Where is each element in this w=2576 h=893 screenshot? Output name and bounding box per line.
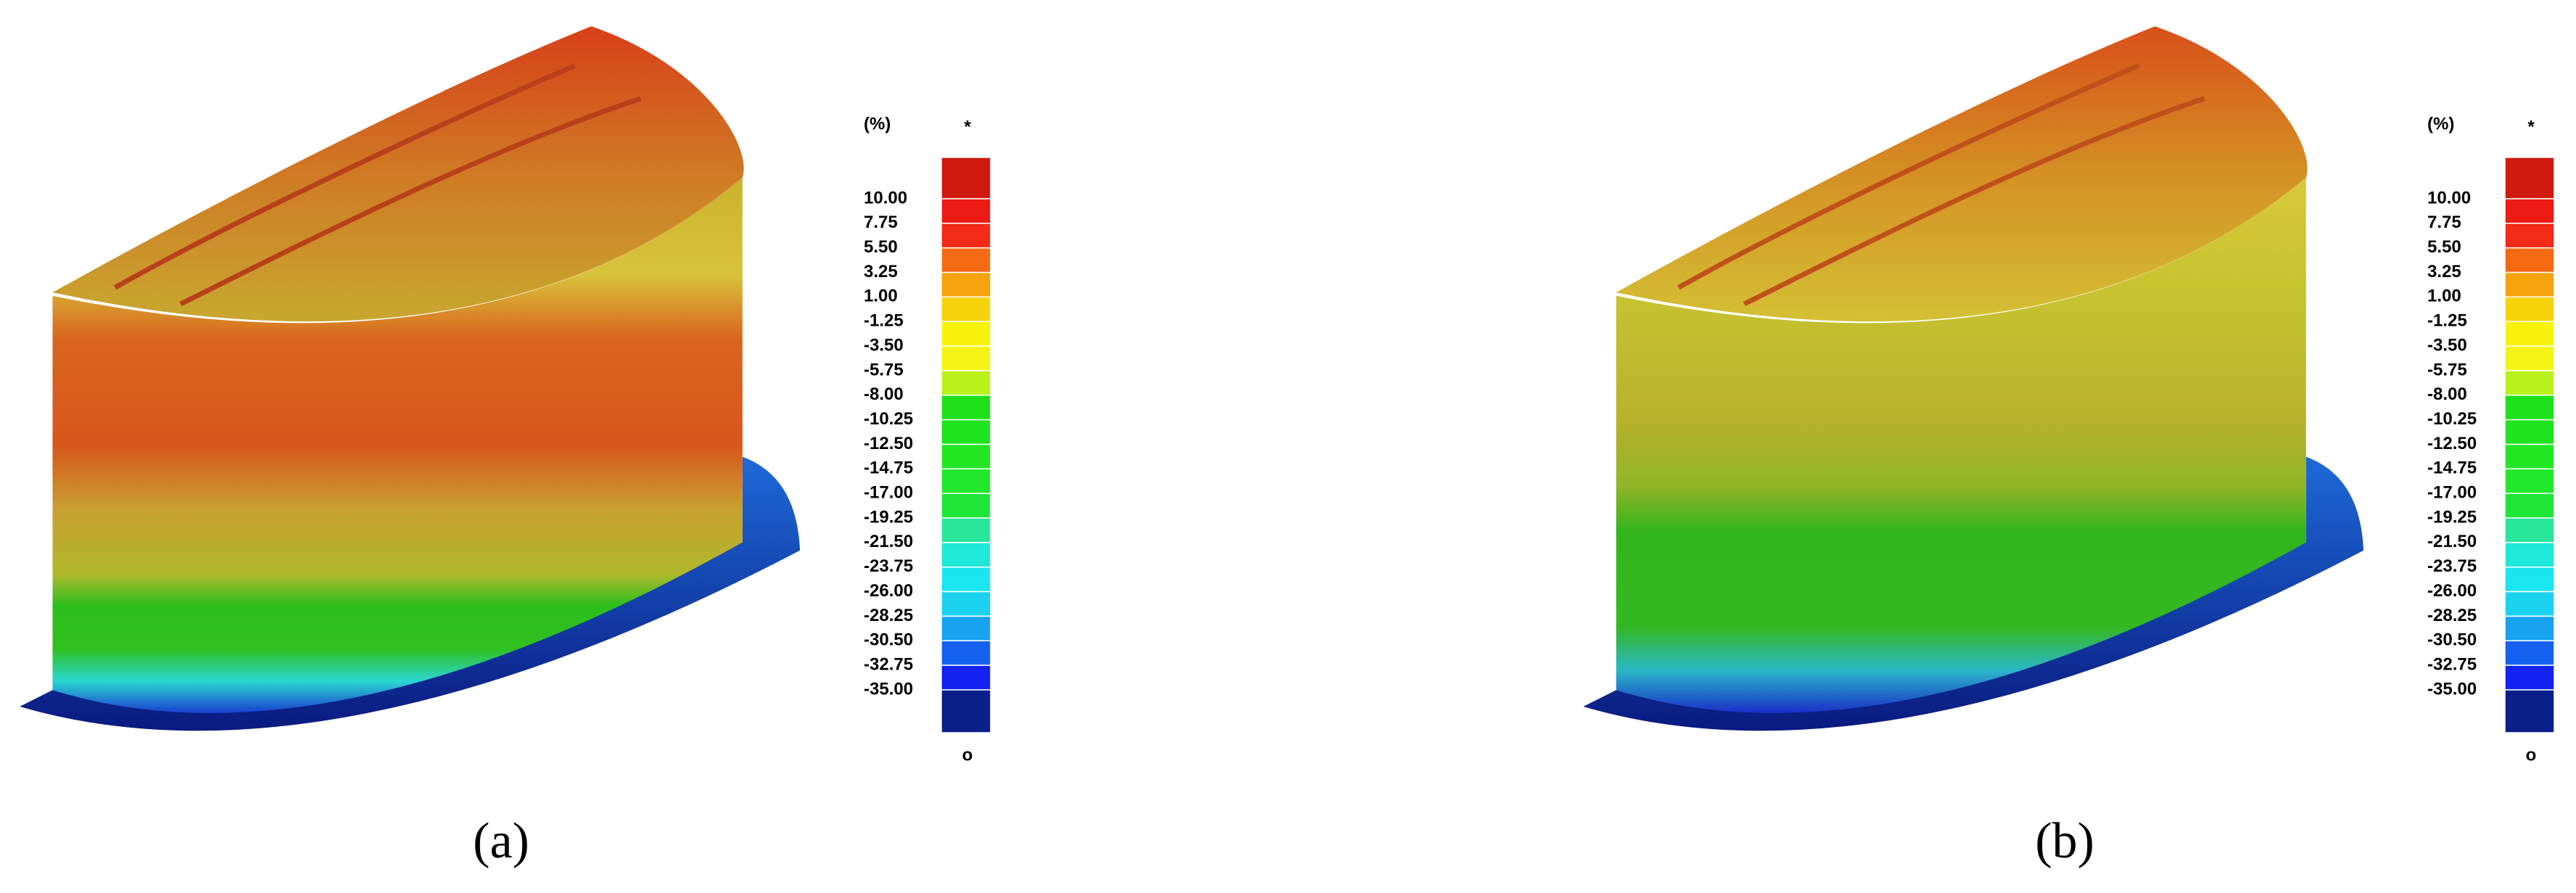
legend-label: -1.25: [2427, 311, 2467, 331]
legend-swatch: [941, 517, 991, 543]
legend-label: 5.50: [2427, 237, 2461, 257]
legend-swatch: [2504, 271, 2555, 298]
legend-swatch: [941, 198, 991, 224]
legend-label: -30.50: [864, 630, 913, 650]
legend-label: -14.75: [2427, 458, 2477, 478]
legend-swatch: [2504, 590, 2555, 617]
legend-bottom-marker: o: [2526, 745, 2537, 765]
panel-caption: (a): [473, 813, 529, 869]
legend-swatch: [2504, 419, 2555, 445]
legend-swatch: [2504, 664, 2555, 691]
legend-label: -35.00: [864, 679, 913, 699]
legend-swatch: [941, 567, 991, 593]
legend-swatch: [941, 395, 991, 421]
legend-swatch: [941, 345, 991, 371]
legend-label: -17.00: [2427, 483, 2477, 503]
legend-swatch: [941, 296, 991, 322]
legend-swatch: [941, 640, 991, 666]
legend-label: -32.75: [864, 654, 913, 674]
legend-swatch: [2504, 247, 2555, 273]
legend-swatch: [2504, 157, 2555, 199]
legend-swatch: [2504, 223, 2555, 249]
legend-label: 1.00: [2427, 287, 2461, 306]
legend-swatch: [941, 223, 991, 249]
legend-label: -8.00: [2427, 384, 2467, 404]
legend-label: 1.00: [864, 287, 898, 306]
legend-swatch: [2504, 395, 2555, 421]
legend-label: -30.50: [2427, 630, 2477, 650]
legend-label: 10.00: [2427, 188, 2471, 207]
legend-label: -26.00: [864, 581, 913, 601]
legend-label: -35.00: [2427, 679, 2477, 699]
legend-swatch: [941, 615, 991, 642]
legend-swatch: [2504, 689, 2555, 733]
legend-swatch: [941, 157, 991, 199]
legend-swatch: [941, 493, 991, 519]
legend-swatch: [2504, 296, 2555, 322]
legend-label: -10.25: [2427, 409, 2477, 429]
legend-label: -23.75: [864, 556, 913, 576]
legend-label: 3.25: [864, 262, 898, 281]
legend-swatch: [2504, 321, 2555, 347]
legend-swatch: [2504, 517, 2555, 543]
panel-caption: (b): [2035, 813, 2094, 869]
legend-label: -14.75: [864, 458, 913, 478]
legend-swatch: [2504, 468, 2555, 494]
legend-unit: (%): [864, 114, 891, 133]
legend-swatch: [941, 321, 991, 347]
legend-swatch: [941, 443, 991, 470]
legend-label: 7.75: [2427, 213, 2461, 232]
part-render-a: [20, 26, 801, 731]
legend-label: -3.50: [864, 335, 904, 355]
legend-swatch: [2504, 443, 2555, 470]
legend-label: -12.50: [864, 434, 913, 453]
legend-label: -26.00: [2427, 581, 2477, 601]
legend-swatch: [2504, 615, 2555, 642]
legend-swatch: [941, 247, 991, 273]
legend-swatch: [2504, 370, 2555, 396]
legend-label: 10.00: [864, 188, 907, 207]
legend-top-marker: *: [964, 117, 971, 136]
legend-swatch: [941, 271, 991, 298]
legend-label: -5.75: [864, 360, 904, 379]
legend-label: -21.50: [864, 532, 913, 551]
legend-swatch: [941, 419, 991, 445]
legend-swatch: [941, 689, 991, 733]
legend-swatch: [941, 370, 991, 396]
legend-top-marker: *: [2527, 117, 2535, 136]
part-render-b: [1583, 26, 2364, 731]
legend-label: -19.25: [2427, 507, 2477, 527]
legend-swatch: [941, 542, 991, 568]
legend-label: -10.25: [864, 409, 913, 429]
legend-bottom-marker: o: [962, 745, 973, 765]
legend-swatch: [2504, 640, 2555, 666]
legend-label: 7.75: [864, 213, 898, 232]
legend-swatch: [2504, 567, 2555, 593]
legend-label: -28.25: [2427, 606, 2477, 625]
legend-swatch: [941, 468, 991, 494]
legend-label: 3.25: [2427, 262, 2461, 281]
legend-label: -5.75: [2427, 360, 2467, 379]
legend-label: 5.50: [864, 237, 898, 257]
legend-swatch: [941, 664, 991, 691]
legend-unit: (%): [2427, 114, 2454, 133]
legend-label: -12.50: [2427, 434, 2477, 453]
legend-label: -21.50: [2427, 532, 2477, 551]
legend-swatch: [2504, 345, 2555, 371]
legend-swatch: [2504, 542, 2555, 568]
legend-label: -28.25: [864, 606, 913, 625]
legend-label: -8.00: [864, 384, 904, 404]
legend-label: -19.25: [864, 507, 913, 527]
legend-swatch: [941, 590, 991, 617]
legend-swatch: [2504, 198, 2555, 224]
legend-label: -23.75: [2427, 556, 2477, 576]
legend-label: -17.00: [864, 483, 913, 503]
legend-label: -32.75: [2427, 654, 2477, 674]
legend-label: -3.50: [2427, 335, 2467, 355]
legend-label: -1.25: [864, 311, 904, 331]
legend-swatch: [2504, 493, 2555, 519]
